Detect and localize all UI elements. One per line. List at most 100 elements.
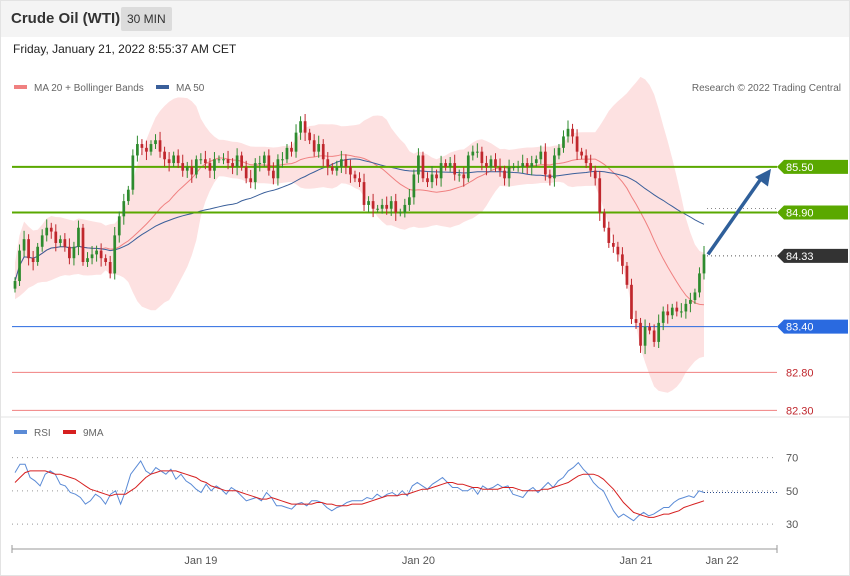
candle	[136, 135, 139, 162]
candle	[158, 131, 162, 158]
candle-body	[367, 201, 370, 205]
candle	[272, 162, 275, 185]
candle	[63, 233, 67, 252]
candle	[181, 154, 185, 177]
candle	[670, 303, 674, 320]
candle	[22, 230, 26, 257]
candle	[258, 155, 262, 172]
candle-body	[430, 174, 434, 183]
candle	[31, 250, 35, 271]
rsi-ma-legend-label: 9MA	[83, 428, 104, 439]
candle-body	[566, 128, 570, 137]
candle	[602, 208, 606, 232]
candle	[475, 143, 479, 158]
candle-body	[226, 159, 230, 164]
candle	[643, 319, 647, 355]
candle	[49, 222, 53, 239]
price-levels: 85.50 84.90 84.33 83.40 82.80 82.30	[12, 159, 848, 417]
candle-body	[136, 144, 139, 156]
candle	[675, 301, 679, 317]
candle-body	[521, 163, 525, 167]
candle	[108, 255, 112, 279]
candle-body	[652, 330, 656, 342]
rsi-legend-swatch	[14, 430, 27, 434]
candle	[58, 235, 62, 247]
candle	[217, 155, 221, 164]
candle-body	[63, 239, 67, 247]
candle-body	[49, 227, 53, 232]
candle-body	[389, 201, 393, 209]
candle-body	[376, 208, 379, 210]
instrument-title: Crude Oil (WTI)	[11, 10, 121, 27]
candle	[45, 219, 49, 242]
candle	[244, 160, 248, 184]
candle	[367, 196, 370, 213]
candle-body	[281, 159, 284, 161]
candle-body	[548, 174, 552, 179]
candle	[698, 267, 701, 298]
candle-body	[117, 216, 121, 236]
candle	[99, 243, 103, 267]
level-label: 82.30	[786, 405, 814, 417]
candle	[598, 171, 602, 221]
candle-body	[22, 239, 26, 251]
ma20-line	[14, 154, 705, 306]
level-label: 83.40	[786, 322, 814, 334]
candle	[530, 155, 534, 176]
candle	[27, 234, 30, 266]
candle-body	[362, 182, 366, 205]
candle-body	[530, 163, 534, 167]
candle-body	[575, 136, 579, 152]
candle-body	[222, 159, 225, 161]
candle-body	[639, 322, 642, 346]
candle-body	[398, 212, 402, 214]
candle-body	[562, 136, 565, 148]
candle	[621, 247, 624, 275]
rsi-panel: 30 50 70	[12, 453, 798, 531]
candle	[630, 278, 633, 325]
candle-body	[240, 155, 244, 167]
candle-body	[693, 292, 697, 301]
candle-body	[172, 155, 176, 164]
candle	[18, 244, 21, 286]
candle	[340, 150, 343, 173]
candle-body	[68, 246, 71, 259]
level-tag	[777, 319, 848, 334]
candle	[167, 152, 171, 172]
candle	[548, 169, 552, 186]
candle-body	[308, 132, 311, 141]
candle-body	[36, 246, 40, 262]
candle	[480, 146, 484, 171]
candle-body	[412, 174, 416, 198]
candle-body	[580, 151, 583, 156]
candle-body	[326, 159, 330, 167]
candle	[702, 246, 706, 280]
candle	[521, 154, 525, 173]
candle	[54, 224, 58, 252]
x-tick-label: Jan 19	[184, 555, 217, 567]
candle-body	[294, 132, 298, 152]
candle-body	[394, 201, 398, 213]
candle-body	[380, 204, 384, 209]
candle	[312, 134, 316, 157]
candle-body	[262, 155, 266, 164]
candle-body	[698, 273, 701, 293]
candle	[607, 221, 611, 248]
candle	[439, 155, 443, 187]
candle	[525, 158, 529, 175]
candle-body	[217, 159, 221, 161]
rsi-tick-label: 70	[786, 453, 798, 465]
candle-body	[190, 166, 194, 175]
candle-body	[95, 250, 98, 255]
candle	[253, 158, 257, 190]
level-label: 84.90	[786, 208, 814, 220]
candle	[117, 211, 121, 243]
candle	[185, 161, 189, 178]
candle-body	[648, 326, 651, 331]
rsi-tick-label: 50	[786, 486, 798, 498]
candle	[380, 198, 384, 214]
candle	[412, 169, 416, 205]
candle-body	[199, 159, 203, 161]
level-label: 84.33	[786, 251, 814, 263]
timeframe-badge[interactable]: 30 MIN	[121, 7, 172, 31]
